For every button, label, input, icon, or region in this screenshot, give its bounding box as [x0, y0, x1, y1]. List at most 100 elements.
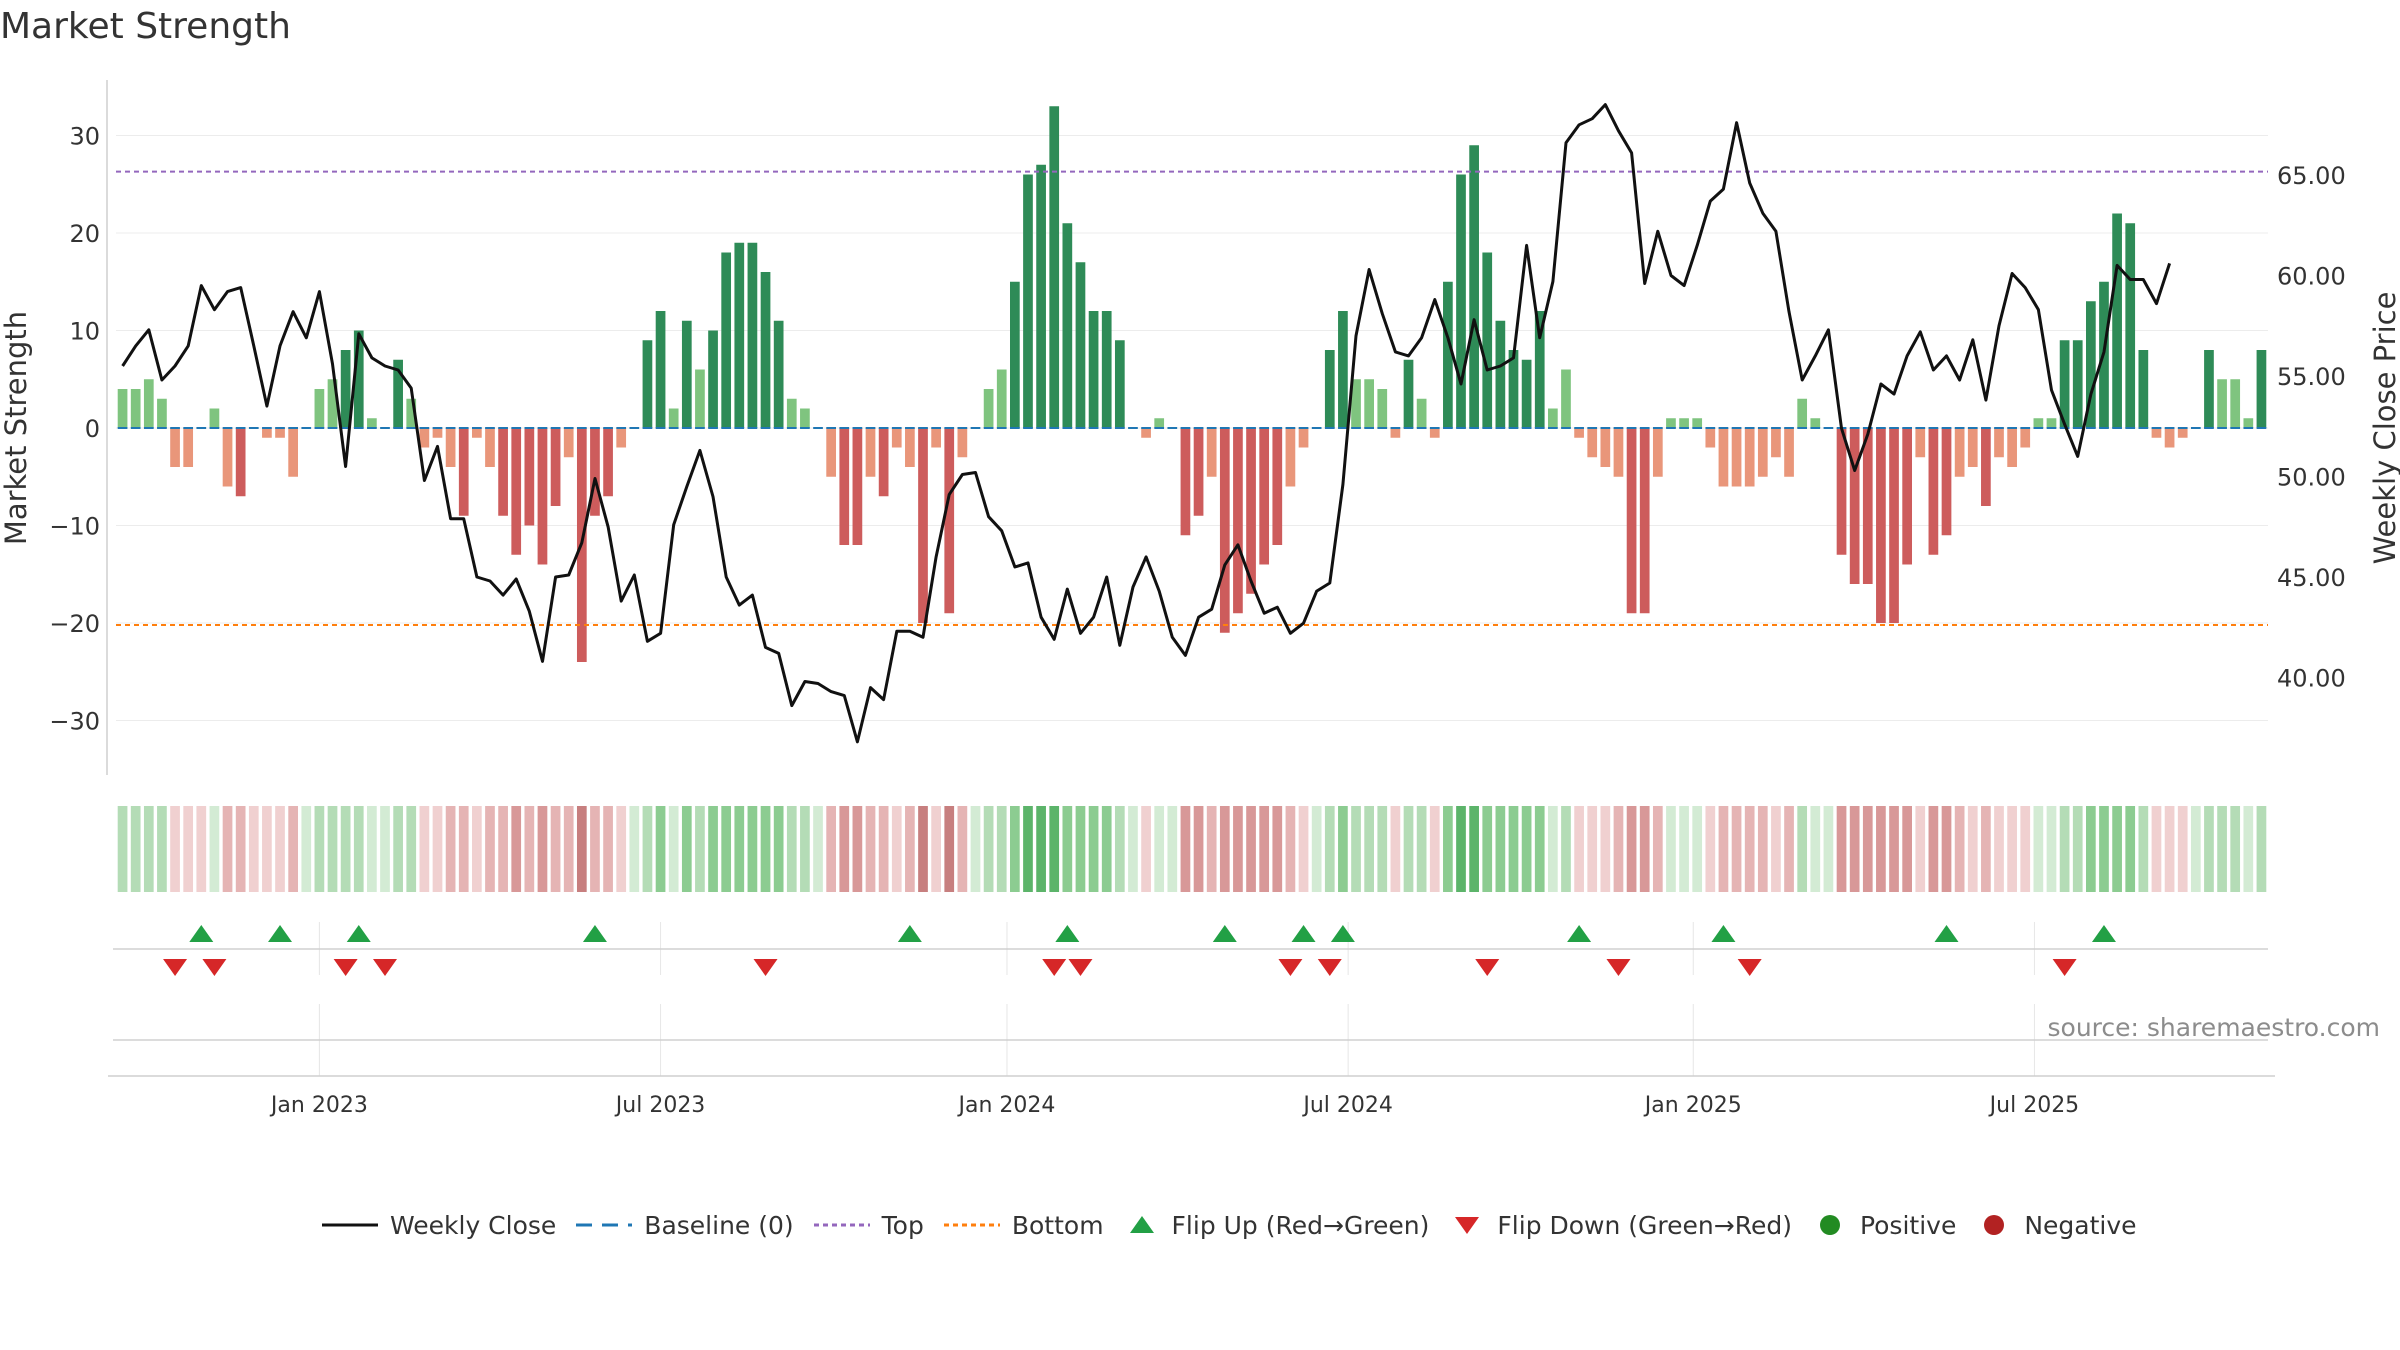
strength-bar: [406, 398, 417, 428]
strength-bar: [2138, 350, 2149, 428]
legend-baseline[interactable]: Baseline (0): [574, 1211, 794, 1240]
strength-bar: [944, 428, 955, 614]
heat-cell: [511, 806, 522, 892]
heat-cell: [708, 806, 718, 892]
heat-cell: [1482, 806, 1493, 892]
heat-cell: [1036, 806, 1046, 892]
strength-bar: [878, 428, 889, 497]
strength-bar: [1705, 428, 1716, 448]
heat-cell: [1075, 806, 1086, 892]
strength-bar: [1285, 428, 1296, 487]
heat-cell: [2256, 806, 2267, 892]
strength-bar: [1298, 428, 1309, 448]
y-axis-title: Market Strength: [0, 311, 33, 545]
heat-cell: [576, 806, 587, 892]
heat-cell: [367, 806, 377, 892]
strength-bar: [1206, 428, 1217, 477]
heat-cell: [1377, 806, 1388, 892]
heat-cell: [800, 806, 810, 892]
strength-bar: [1036, 164, 1046, 428]
heat-cell: [1403, 806, 1414, 892]
heat-cell: [157, 806, 167, 892]
flip-up-marker: [1934, 925, 1959, 942]
heat-cell: [353, 806, 364, 892]
heat-cell: [432, 806, 443, 892]
strength-bar: [1967, 428, 1978, 467]
strength-bar: [747, 242, 758, 428]
x-tick-label: Jul 2024: [1301, 1093, 1393, 1118]
strength-bar: [1928, 428, 1939, 555]
legend-flip-down[interactable]: Flip Down (Green→Red): [1447, 1211, 1792, 1240]
heat-cell: [2085, 806, 2096, 892]
x-tick-label: Jul 2023: [614, 1093, 706, 1118]
strength-bar: [1403, 359, 1414, 428]
heat-cell: [1259, 806, 1270, 892]
heat-cell: [340, 806, 351, 892]
heat-cell: [1534, 806, 1545, 892]
heat-cell: [222, 806, 233, 892]
heat-cell: [1246, 806, 1256, 892]
heat-cell: [996, 806, 1007, 892]
strength-bar: [1482, 252, 1493, 428]
legend-top[interactable]: Top: [812, 1211, 924, 1240]
heat-cell: [2190, 806, 2201, 892]
legend-label: Negative: [2024, 1210, 2137, 1240]
strength-bar: [1784, 428, 1794, 477]
legend-negative[interactable]: Negative: [1974, 1210, 2137, 1240]
strength-bar: [2059, 340, 2070, 428]
strength-bar: [1429, 428, 1440, 438]
strength-bar: [1810, 418, 1821, 428]
heat-cell: [2177, 806, 2188, 892]
x-tick-label: Jan 2023: [269, 1093, 368, 1118]
heat-cell: [1311, 806, 1322, 892]
flip-up-marker: [582, 925, 607, 942]
legend-bottom[interactable]: Bottom: [942, 1211, 1104, 1240]
strength-bar: [1692, 418, 1703, 428]
flip-down-marker: [1606, 959, 1631, 976]
heat-cell: [1967, 806, 1978, 892]
heat-cell: [1193, 806, 1204, 892]
y-right-tick-label: 40.00: [2277, 665, 2346, 693]
heat-cell: [865, 806, 876, 892]
strength-bar: [1075, 262, 1086, 428]
red-dot-icon: [1984, 1215, 2005, 1235]
chart-title: Market Strength: [0, 6, 291, 47]
strength-bar: [2125, 223, 2136, 428]
heat-cell: [1351, 806, 1361, 892]
legend-flip-up[interactable]: Flip Up (Red→Green): [1122, 1211, 1429, 1240]
flip-down-marker: [373, 959, 397, 976]
heat-cell: [550, 806, 561, 892]
heat-cell: [1718, 806, 1729, 892]
heat-cell: [143, 806, 154, 892]
heat-cell: [1508, 806, 1519, 892]
y-tick-label: −20: [49, 610, 100, 638]
strength-bar: [419, 428, 430, 448]
strength-bar: [550, 428, 561, 506]
heat-cell: [1823, 806, 1834, 892]
strength-bar: [2020, 428, 2031, 448]
heat-cell: [1902, 806, 1913, 892]
strength-bar: [1324, 350, 1335, 428]
heat-cell: [1626, 806, 1637, 892]
heat-cell: [1324, 806, 1335, 892]
heat-cell: [2164, 806, 2175, 892]
strength-bar: [1101, 311, 1112, 428]
strength-bar: [1587, 428, 1598, 458]
heat-cell: [1587, 806, 1598, 892]
heat-cell: [1141, 806, 1151, 892]
heat-cell: [2112, 806, 2122, 892]
chart-legend: Weekly Close Baseline (0) Top Bottom Fli…: [320, 1200, 2137, 1250]
heat-cell: [1456, 806, 1466, 892]
heat-cell: [380, 806, 390, 892]
strength-bar: [1941, 428, 1952, 536]
legend-weekly-close[interactable]: Weekly Close: [320, 1211, 556, 1240]
heat-cell: [2020, 806, 2031, 892]
strength-bar: [786, 398, 797, 428]
strength-bar: [1613, 428, 1624, 477]
heat-cell: [406, 806, 417, 892]
legend-positive[interactable]: Positive: [1810, 1211, 1956, 1240]
strength-bar: [1731, 428, 1742, 487]
heat-cell: [1049, 806, 1060, 892]
heat-cell: [1233, 806, 1243, 892]
